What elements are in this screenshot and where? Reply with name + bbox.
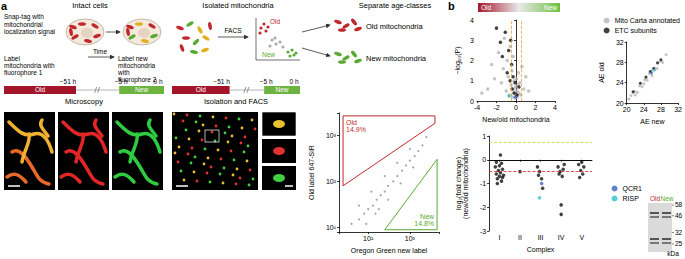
svg-text:Mito Carta annotated: Mito Carta annotated: [615, 17, 680, 24]
svg-text:24: 24: [616, 79, 624, 86]
svg-text:V: V: [579, 234, 584, 241]
svg-text:10²: 10²: [326, 178, 337, 185]
svg-text:32: 32: [674, 106, 682, 113]
svg-text:log₂(fold change): log₂(fold change): [455, 157, 462, 210]
svg-text:−51 h: −51 h: [60, 78, 77, 85]
svg-text:New mitochondria: New mitochondria: [366, 54, 427, 63]
svg-text:25: 25: [675, 240, 683, 247]
svg-text:−log₁₀(P): −log₁₀(P): [454, 47, 462, 75]
svg-text:0: 0: [470, 97, 474, 105]
svg-text:Isolated mitochondria: Isolated mitochondria: [202, 1, 274, 10]
svg-text:Separate age-classes: Separate age-classes: [359, 1, 432, 10]
svg-text:58: 58: [675, 201, 683, 208]
svg-text:14.8%: 14.8%: [414, 220, 434, 227]
svg-text:Microscopy: Microscopy: [65, 97, 103, 106]
svg-text:10³: 10³: [405, 235, 416, 242]
svg-text:AE old: AE old: [598, 62, 605, 83]
svg-text:0: 0: [514, 104, 518, 111]
svg-text:New: New: [420, 213, 435, 220]
svg-text:Isolation and FACS: Isolation and FACS: [204, 97, 268, 106]
svg-text:New/old mitochondria: New/old mitochondria: [482, 116, 549, 123]
svg-text:1: 1: [482, 133, 486, 140]
svg-text:-4: -4: [474, 104, 480, 111]
svg-text:New: New: [544, 4, 557, 11]
svg-text:-2: -2: [493, 104, 499, 111]
svg-text:−5 h: −5 h: [260, 78, 273, 85]
svg-text:-2: -2: [480, 204, 486, 211]
svg-text:46: 46: [675, 212, 683, 219]
svg-text:a: a: [1, 0, 8, 12]
svg-text:32: 32: [675, 229, 683, 236]
svg-text:Old: Old: [346, 119, 357, 126]
svg-text:QCR1: QCR1: [623, 185, 643, 193]
svg-text:III: III: [538, 234, 544, 241]
svg-text:Old label 647-SiR: Old label 647-SiR: [308, 145, 315, 200]
svg-text:-3: -3: [480, 228, 486, 235]
svg-text:28: 28: [657, 106, 665, 113]
svg-text:Label new: Label new: [118, 55, 148, 62]
svg-text:10²: 10²: [363, 235, 374, 242]
svg-text:II: II: [518, 234, 522, 241]
svg-text:Oregon Green new label: Oregon Green new label: [351, 247, 428, 255]
svg-text:10³: 10³: [326, 132, 337, 139]
svg-text:Time: Time: [93, 48, 108, 55]
svg-text:fluorophore 1: fluorophore 1: [4, 69, 43, 77]
svg-text:New: New: [262, 51, 275, 58]
svg-text:−5 h: −5 h: [115, 78, 128, 85]
svg-text:New: New: [135, 86, 148, 93]
svg-text:New: New: [660, 195, 673, 202]
svg-text:−51 h: −51 h: [213, 78, 230, 85]
svg-text:localization signal: localization signal: [4, 28, 56, 36]
svg-text:0 h: 0 h: [289, 78, 298, 85]
svg-text:0: 0: [482, 156, 486, 163]
svg-text:3: 3: [470, 37, 474, 44]
svg-text:0 h: 0 h: [153, 78, 162, 85]
svg-text:2: 2: [470, 57, 474, 64]
svg-text:kDa: kDa: [667, 250, 679, 257]
svg-text:Old mitochondria: Old mitochondria: [366, 22, 424, 31]
svg-text:New: New: [276, 86, 289, 93]
svg-text:20: 20: [623, 106, 631, 113]
svg-text:Old: Old: [35, 86, 46, 93]
svg-text:Intact cells: Intact cells: [72, 1, 108, 10]
svg-text:I: I: [498, 234, 500, 241]
svg-text:-1: -1: [480, 180, 486, 187]
svg-text:20: 20: [615, 99, 624, 107]
svg-text:2: 2: [534, 104, 538, 111]
svg-text:14.9%: 14.9%: [346, 126, 366, 133]
svg-text:(new/old mitochondria): (new/old mitochondria): [462, 148, 470, 219]
svg-text:Old: Old: [481, 4, 492, 11]
svg-text:4: 4: [553, 104, 557, 111]
svg-text:fluorophore 2: fluorophore 2: [118, 76, 157, 83]
svg-text:10¹: 10¹: [326, 224, 337, 231]
svg-text:IV: IV: [558, 234, 565, 241]
svg-text:with: with: [117, 69, 130, 76]
svg-text:Old: Old: [650, 195, 661, 202]
svg-text:Old: Old: [196, 86, 207, 93]
svg-text:Old: Old: [270, 18, 281, 25]
svg-text:32: 32: [616, 39, 624, 46]
svg-text:mitochondrial: mitochondrial: [4, 21, 43, 28]
svg-text:Label: Label: [4, 55, 20, 62]
svg-text:4: 4: [470, 17, 474, 24]
svg-text:AE new: AE new: [640, 118, 665, 125]
svg-text:ETC subunits: ETC subunits: [615, 27, 658, 34]
svg-text:FACS: FACS: [225, 27, 243, 34]
svg-text:1: 1: [470, 77, 474, 84]
svg-text:28: 28: [616, 59, 624, 66]
svg-text:mitochondria with: mitochondria with: [4, 62, 55, 69]
svg-text:mitochondria: mitochondria: [118, 62, 156, 69]
svg-text:RISP: RISP: [623, 195, 640, 202]
svg-text:24: 24: [640, 106, 648, 113]
svg-text:Complex: Complex: [527, 246, 555, 254]
svg-text:b: b: [448, 0, 455, 12]
svg-text:Snap-tag with: Snap-tag with: [4, 13, 44, 20]
